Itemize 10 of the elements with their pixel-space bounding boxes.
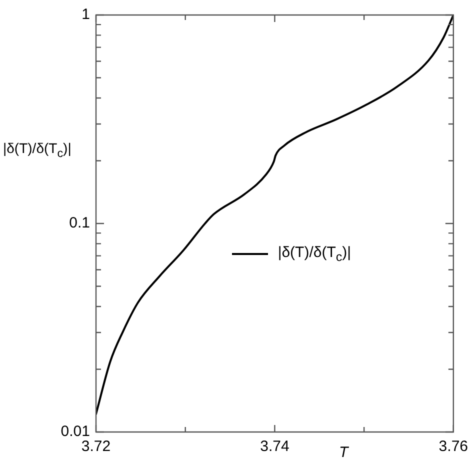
legend-label: |δ(T)/δ(T$_{c}$)| [278, 244, 352, 264]
line-series [96, 15, 454, 415]
y-tick-label: 1 [82, 6, 90, 24]
x-tick-label: 3.72 [81, 438, 111, 456]
y-axis-title: |δ(T)/δ(T$_{c}$)| [3, 140, 72, 160]
x-axis-title: T [339, 444, 348, 461]
x-tick-label: 3.76 [438, 438, 468, 456]
y-tick-label: 0.01 [60, 423, 90, 440]
y-tick-label: 0.1 [69, 214, 90, 232]
x-tick-label: 3.74 [260, 438, 290, 456]
